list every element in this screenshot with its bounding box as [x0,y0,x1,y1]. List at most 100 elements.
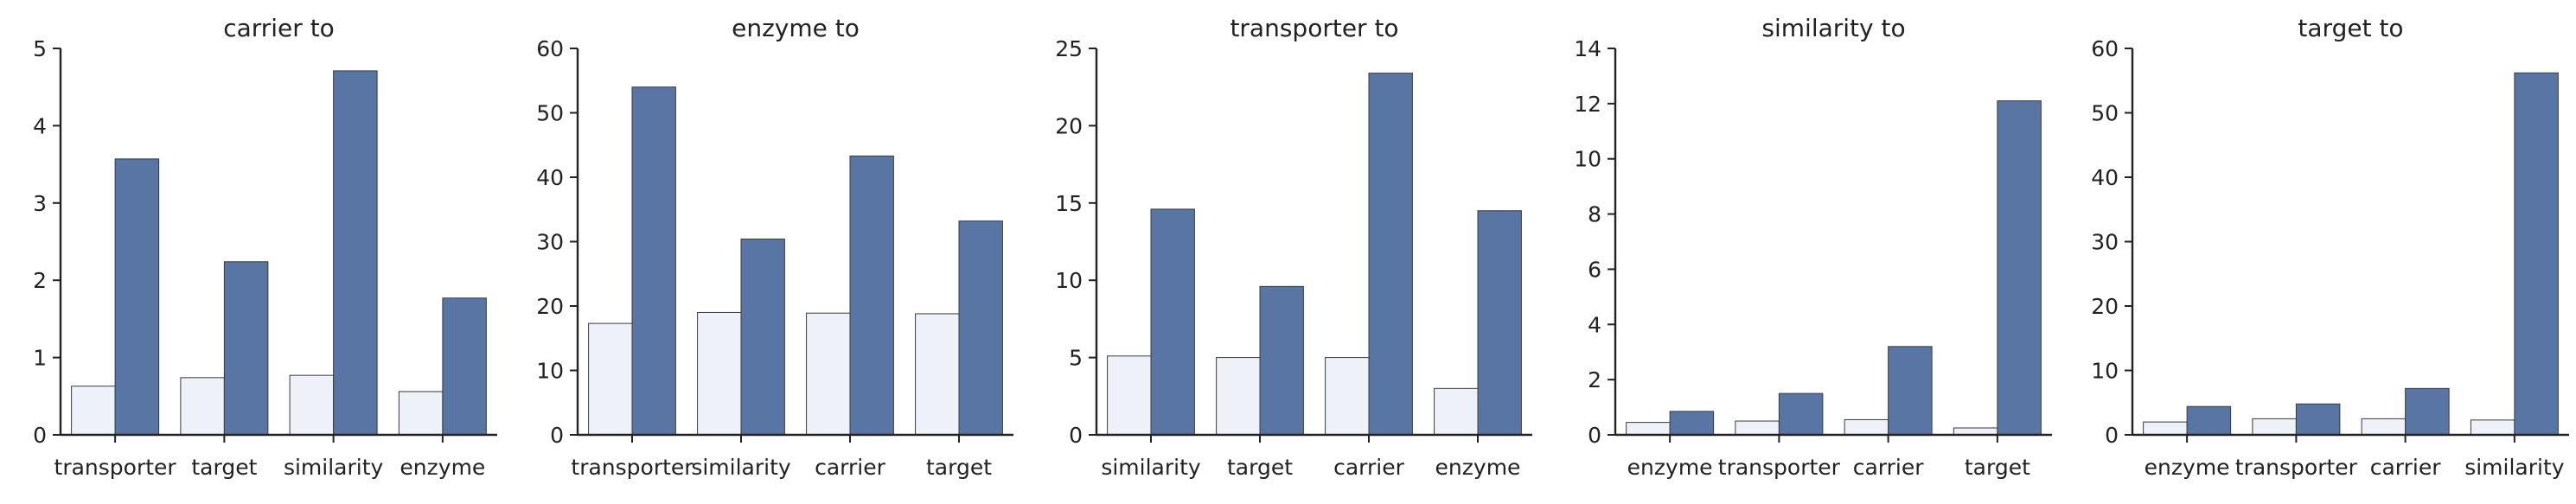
chart-panel-enzyme-to: enzyme to 0 10 20 30 40 50 60 transportersimila… [536,14,1013,480]
y-tick-label: 5 [1069,346,1083,371]
y-tick-label: 10 [536,359,564,384]
y-tick-label: 1 [33,346,47,371]
y-tick-label: 40 [2091,165,2119,190]
bar-carrier-series-1 [2361,418,2407,436]
x-tick-label-transporter: transporter [1718,455,1841,480]
bar-target-series-1 [180,377,225,436]
y-tick-label: 15 [1055,191,1083,216]
y-tick-label: 30 [2091,230,2119,255]
chart-panel-target-to: target to 0 10 20 30 40 50 60 enzyme transporter… [2091,14,2569,480]
bar-enzyme-series-1 [398,391,444,436]
bar-transporter-series-2 [114,158,160,436]
y-tick-label: 40 [536,165,564,190]
y-tick-label: 8 [1588,202,1601,227]
x-tick-label-carrier: carrier [2370,455,2442,480]
bar-similarity-series-2 [2514,72,2559,436]
bar-enzyme-series-2 [1477,210,1522,436]
x-tick-label-transporter: transporter [2235,455,2358,480]
x-tick-label-target: target [1227,455,1293,480]
y-tick-label: 2 [33,268,47,293]
bar-transporter-series-2 [631,86,676,436]
x-tick-label-similarity: similarity [284,455,384,480]
x-tick-label-similarity: similarity [1101,455,1201,480]
y-tick-label: 20 [1055,113,1083,138]
x-tick-label-carrier: carrier [815,455,886,480]
chart-title: enzyme to [732,14,860,42]
bar-target-series-1 [1216,357,1261,436]
y-tick-label: 60 [2091,36,2119,61]
x-tick-label-similarity: similarity [691,455,791,480]
y-tick-label: 14 [1574,36,1601,61]
y-tick-label: 0 [2105,423,2119,448]
bar-transporter-series-2 [1778,392,1824,436]
y-tick-label: 2 [1588,367,1601,392]
x-tick-label-transporter: transporter [54,455,177,480]
bar-enzyme-series-2 [1669,411,1715,436]
bar-enzyme-series-1 [1626,422,1671,436]
bar-carrier-series-1 [1844,418,1889,436]
x-tick-label-target: target [926,455,992,480]
x-tick-label-carrier: carrier [1853,455,1925,480]
chart-panel-carrier-to: carrier to 0 1 2 3 4 5 transporter target simila… [33,14,497,480]
bar-carrier-series-1 [1325,357,1370,436]
y-tick-label: 10 [1055,268,1083,293]
y-tick-label: 25 [1055,36,1083,61]
y-tick-label: 10 [2091,359,2119,384]
y-tick-label: 0 [1069,423,1083,448]
y-tick-label: 50 [2091,101,2119,126]
y-tick-label: 12 [1574,92,1601,117]
chart-title: target to [2298,14,2403,42]
bar-target-series-2 [1997,100,2042,436]
y-tick-label: 4 [1588,312,1601,337]
bar-transporter-series-2 [2295,403,2341,436]
bar-carrier-series-1 [806,312,851,436]
y-tick-label: 3 [33,191,47,216]
y-tick-label: 4 [33,113,47,138]
x-tick-label-target: target [191,455,257,480]
bar-similarity-series-2 [740,239,785,436]
y-tick-label: 0 [550,423,564,448]
chart-title: similarity to [1761,14,1905,42]
x-tick-label-target: target [1965,455,2030,480]
bar-transporter-series-1 [1735,420,1780,436]
bar-target-series-2 [1259,285,1304,436]
y-tick-label: 0 [33,423,47,448]
bar-enzyme-series-2 [442,297,487,436]
chart-panel-transporter-to: transporter to 0 5 10 15 20 25 similarity targe… [1055,14,1532,480]
x-tick-label-enzyme: enzyme [400,455,485,480]
bar-transporter-series-1 [2252,418,2297,436]
bar-carrier-series-2 [849,155,894,436]
x-tick-label-enzyme: enzyme [1435,455,1521,480]
chart-panel-similarity-to: similarity to 0 2 4 6 8 10 12 14 enzyme transport… [1574,14,2052,480]
y-tick-label: 30 [536,230,564,255]
bar-target-series-2 [958,220,1003,436]
x-tick-label-carrier: carrier [1333,455,1405,480]
bar-enzyme-series-1 [1434,387,1479,436]
bar-similarity-series-1 [1107,355,1152,436]
y-tick-label: 20 [2091,294,2119,319]
bar-similarity-series-1 [697,311,742,436]
bar-similarity-series-2 [1150,208,1195,436]
bar-transporter-series-1 [588,322,633,436]
y-tick-label: 60 [536,36,564,61]
x-tick-label-enzyme: enzyme [2145,455,2230,480]
bar-enzyme-series-2 [2186,405,2232,436]
y-tick-label: 50 [536,101,564,126]
y-tick-label: 6 [1588,257,1601,282]
x-tick-label-transporter: transporter [571,455,694,480]
bar-similarity-series-1 [2470,419,2515,436]
chart-title: transporter to [1230,14,1398,42]
chart-title: carrier to [223,14,335,42]
bar-transporter-series-1 [71,386,116,436]
bar-target-series-1 [915,313,960,436]
bar-target-series-2 [223,261,269,436]
bar-enzyme-series-1 [2143,421,2188,436]
bar-similarity-series-1 [289,374,335,436]
bar-similarity-series-2 [333,70,378,436]
y-tick-label: 10 [1574,147,1601,172]
y-tick-label: 5 [33,36,47,61]
y-tick-label: 0 [1588,423,1601,448]
y-tick-label: 20 [536,294,564,319]
bar-carrier-series-2 [2405,387,2450,436]
